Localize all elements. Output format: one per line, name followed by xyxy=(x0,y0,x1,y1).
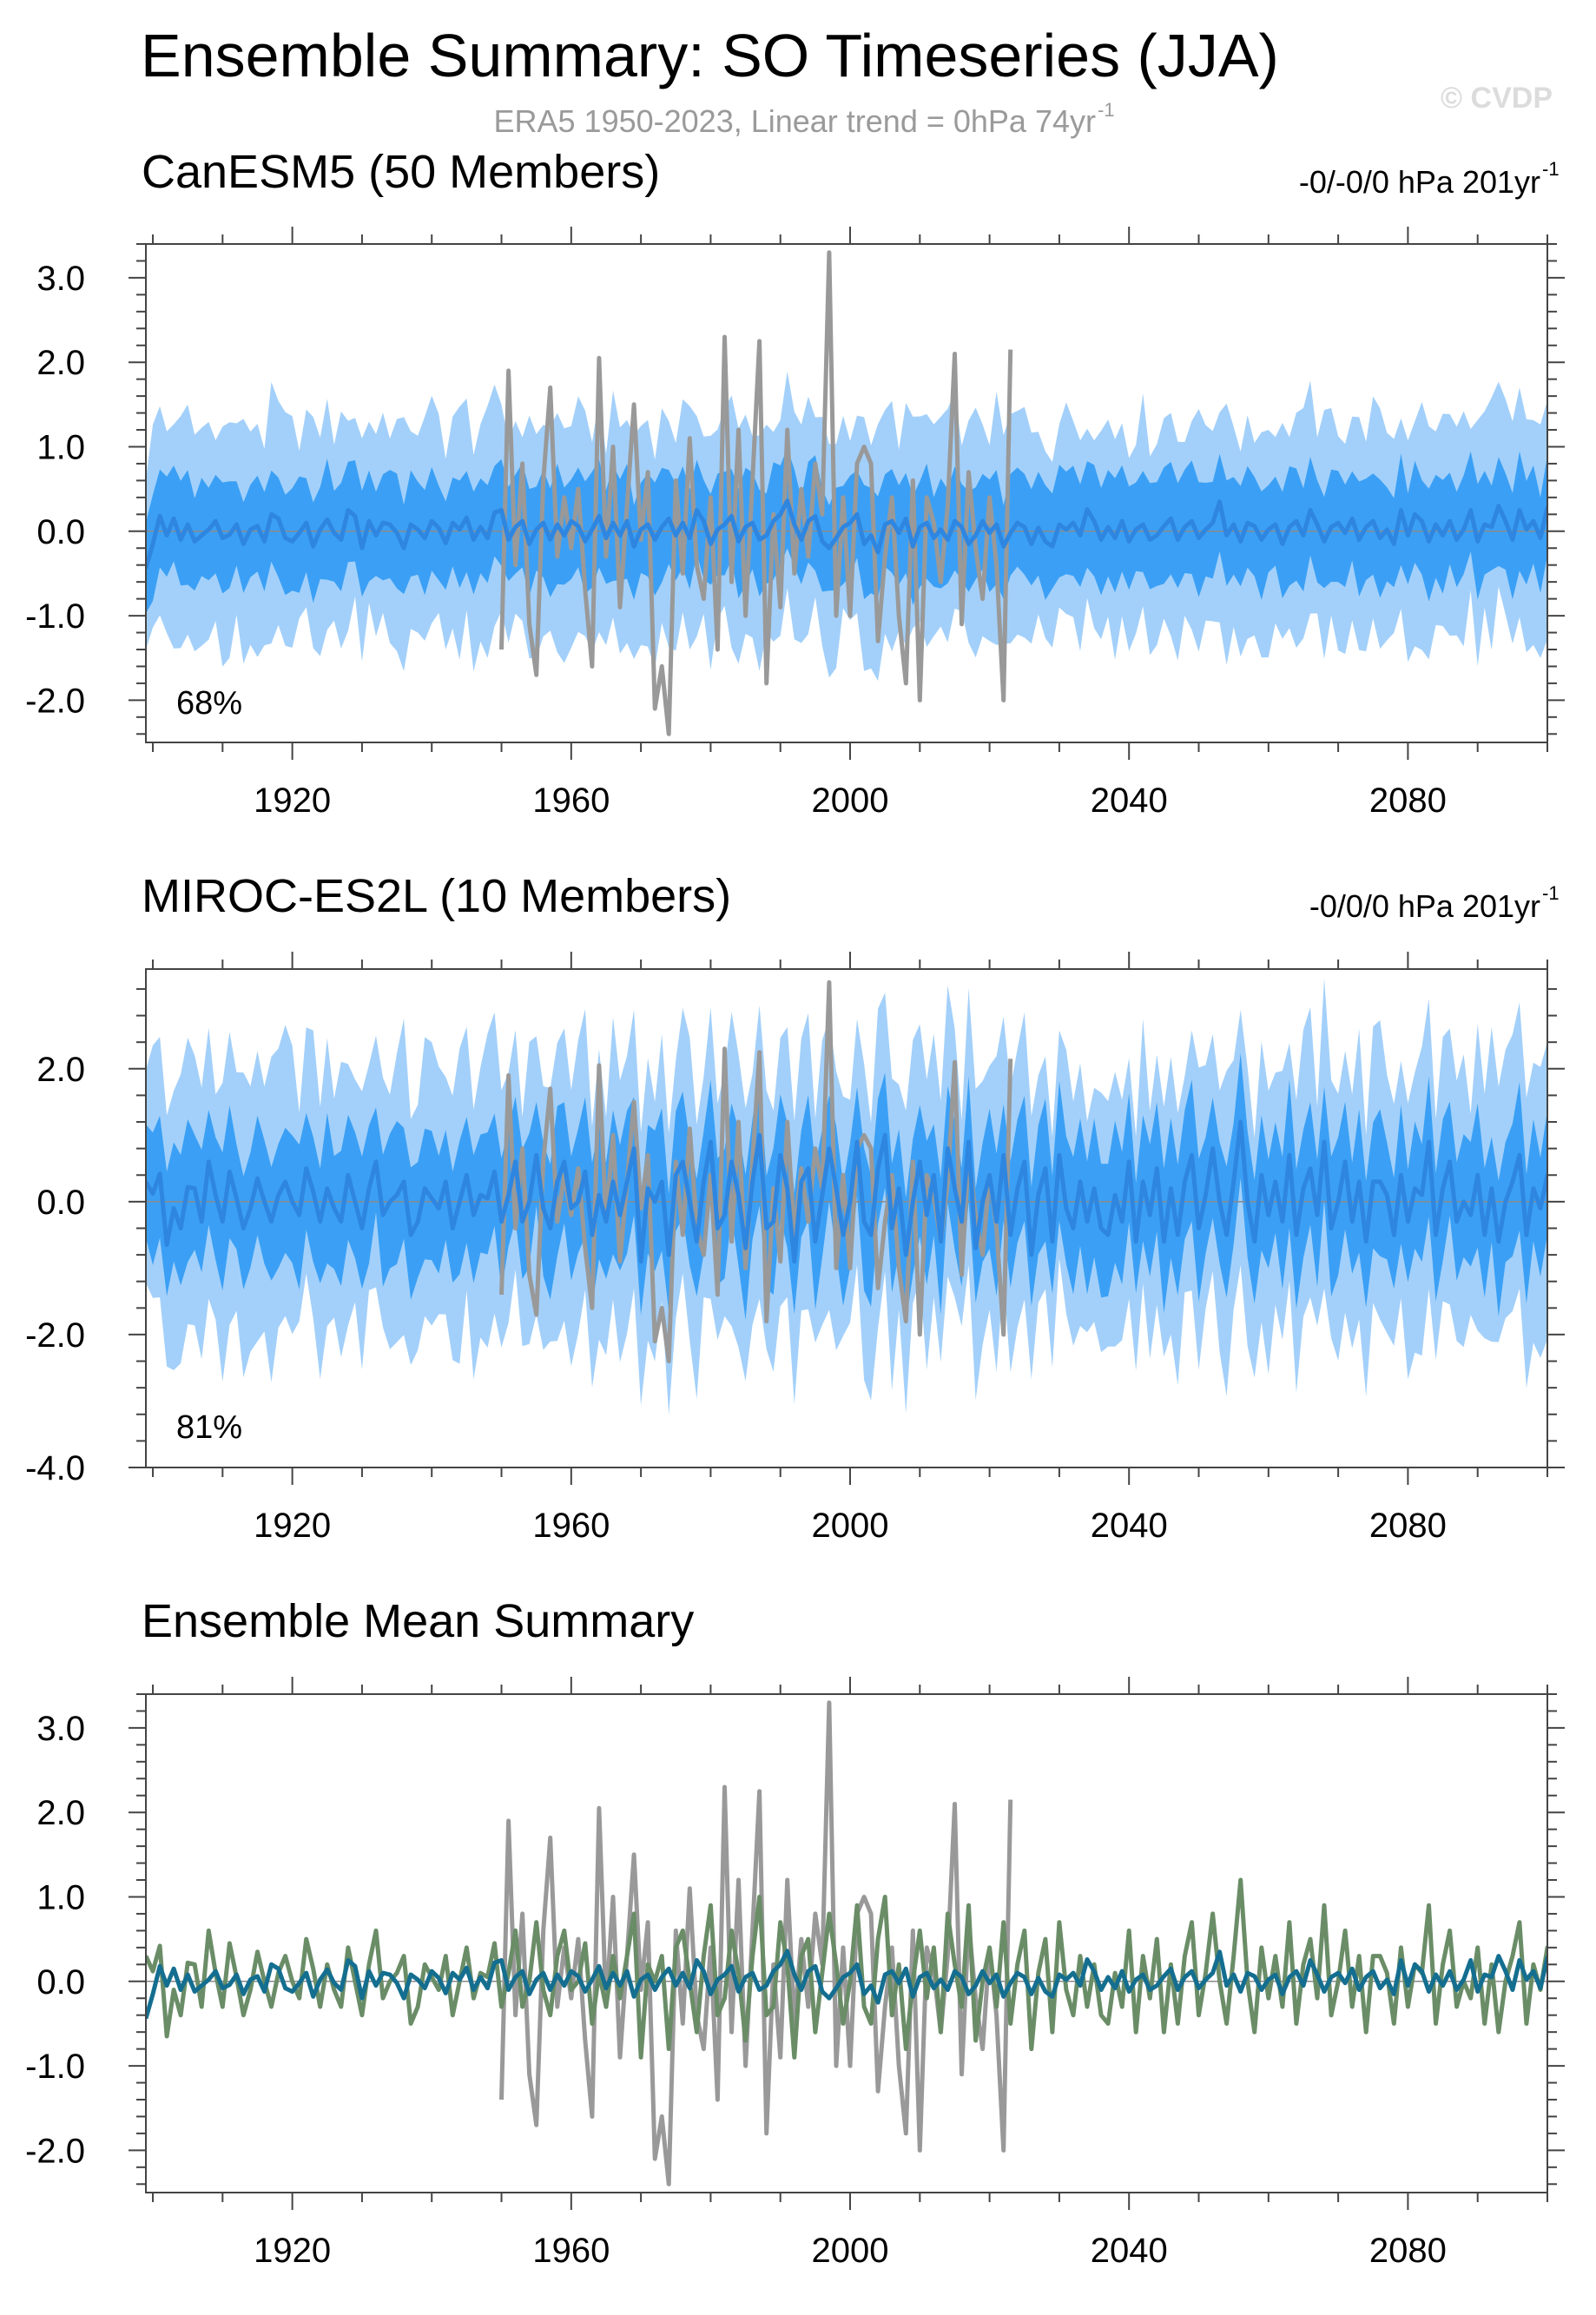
ytick-label: -2.0 xyxy=(25,682,85,720)
plot-content-canesm5 xyxy=(146,250,1547,736)
xtick-label: 1960 xyxy=(532,2232,610,2270)
figure-subtitle: ERA5 1950-2023, Linear trend = 0hPa 74yr xyxy=(494,103,1096,139)
ytick-label: -4.0 xyxy=(25,1449,85,1487)
miroc-mean-line xyxy=(146,1877,1547,2060)
frame-canesm5 xyxy=(145,243,1548,743)
percent-label-miroc: 81% xyxy=(176,1409,242,1446)
ytick-label: 2.0 xyxy=(36,1794,85,1832)
canesm5-mean-line xyxy=(146,1949,1547,2020)
panel-miroc: MIROC-ES2L (10 Members) -0/0/0 hPa 201yr… xyxy=(25,870,1565,1545)
inner-band-miroc xyxy=(146,1052,1547,1323)
plot-content-summary xyxy=(146,1700,1547,2186)
ytick-label: -2.0 xyxy=(25,1316,85,1355)
xtick-label: 1920 xyxy=(254,1507,331,1545)
ytick-label: 1.0 xyxy=(36,428,85,466)
xtick-label: 1960 xyxy=(532,1507,610,1545)
plot-content-miroc xyxy=(146,978,1547,1415)
xtick-label: 2000 xyxy=(812,1507,889,1545)
xtick-label: 2040 xyxy=(1091,1507,1168,1545)
watermark: © CVDP xyxy=(1441,82,1553,115)
frame-summary xyxy=(145,1693,1548,2193)
ytick-label: 2.0 xyxy=(36,1051,85,1089)
frame-miroc xyxy=(145,968,1548,1468)
trend-label-canesm5: -0/-0/0 hPa 201yr -1 xyxy=(1299,158,1560,200)
xtick-label: 1920 xyxy=(254,2232,331,2270)
ytick-label: 0.0 xyxy=(36,1184,85,1222)
xtick-label: 2080 xyxy=(1369,2232,1447,2270)
xtick-label: 2000 xyxy=(812,782,889,820)
ens-mean-line-miroc xyxy=(146,1119,1547,1264)
xtick-label: 1920 xyxy=(254,782,331,820)
panel-title-canesm5: CanESM5 (50 Members) xyxy=(142,146,660,198)
ytick-label: -1.0 xyxy=(25,597,85,636)
figure-title: Ensemble Summary: SO Timeseries (JJA) xyxy=(141,22,1279,89)
ytick-label: -1.0 xyxy=(25,2048,85,2086)
trend-sup-canesm5: -1 xyxy=(1542,158,1560,180)
ytick-label: 3.0 xyxy=(36,260,85,298)
ytick-label: 0.0 xyxy=(36,1963,85,2002)
plot-area-miroc: 1920 1960 2000 2040 2080 2.0 0.0 -2.0 -4.0 xyxy=(25,952,1565,1545)
xtick-label: 1960 xyxy=(532,782,610,820)
xtick-label: 2040 xyxy=(1091,782,1168,820)
ytick-label: 2.0 xyxy=(36,344,85,382)
trend-label-miroc: -0/0/0 hPa 201yr -1 xyxy=(1309,882,1560,924)
ytick-label: -2.0 xyxy=(25,2132,85,2170)
xtick-label: 2040 xyxy=(1091,2232,1168,2270)
percent-label-canesm5: 68% xyxy=(176,685,242,722)
panel-title-summary: Ensemble Mean Summary xyxy=(142,1595,694,1647)
plot-area-summary: 1920 1960 2000 2040 2080 3.0 2.0 1.0 0.0 -1.0 -2.0 xyxy=(25,1677,1565,2270)
figure-subtitle-sup: -1 xyxy=(1098,99,1115,121)
plot-area-canesm5: 1920 1960 2000 2040 2080 3.0 2.0 1.0 0.0 -1.0 -2.0 xyxy=(25,227,1565,820)
obs-line-canesm5 xyxy=(499,250,1013,736)
ens-mean-line-canesm5 xyxy=(146,498,1547,570)
trend-text-miroc: -0/0/0 hPa 201yr xyxy=(1309,888,1540,924)
xtick-label: 2000 xyxy=(812,2232,889,2270)
ytick-label: 0.0 xyxy=(36,513,85,551)
panel-canesm5: CanESM5 (50 Members) -0/-0/0 hPa 201yr -… xyxy=(25,146,1565,820)
panel-title-miroc: MIROC-ES2L (10 Members) xyxy=(142,870,731,922)
ytick-label: 1.0 xyxy=(36,1878,85,1916)
trend-sup-miroc: -1 xyxy=(1542,882,1560,904)
trend-text-canesm5: -0/-0/0 hPa 201yr xyxy=(1299,164,1540,200)
xtick-label: 2080 xyxy=(1369,782,1447,820)
ytick-label: 3.0 xyxy=(36,1710,85,1748)
panel-summary: Ensemble Mean Summary 1920 1960 2000 2040 20… xyxy=(25,1595,1565,2270)
xtick-label: 2080 xyxy=(1369,1507,1447,1545)
